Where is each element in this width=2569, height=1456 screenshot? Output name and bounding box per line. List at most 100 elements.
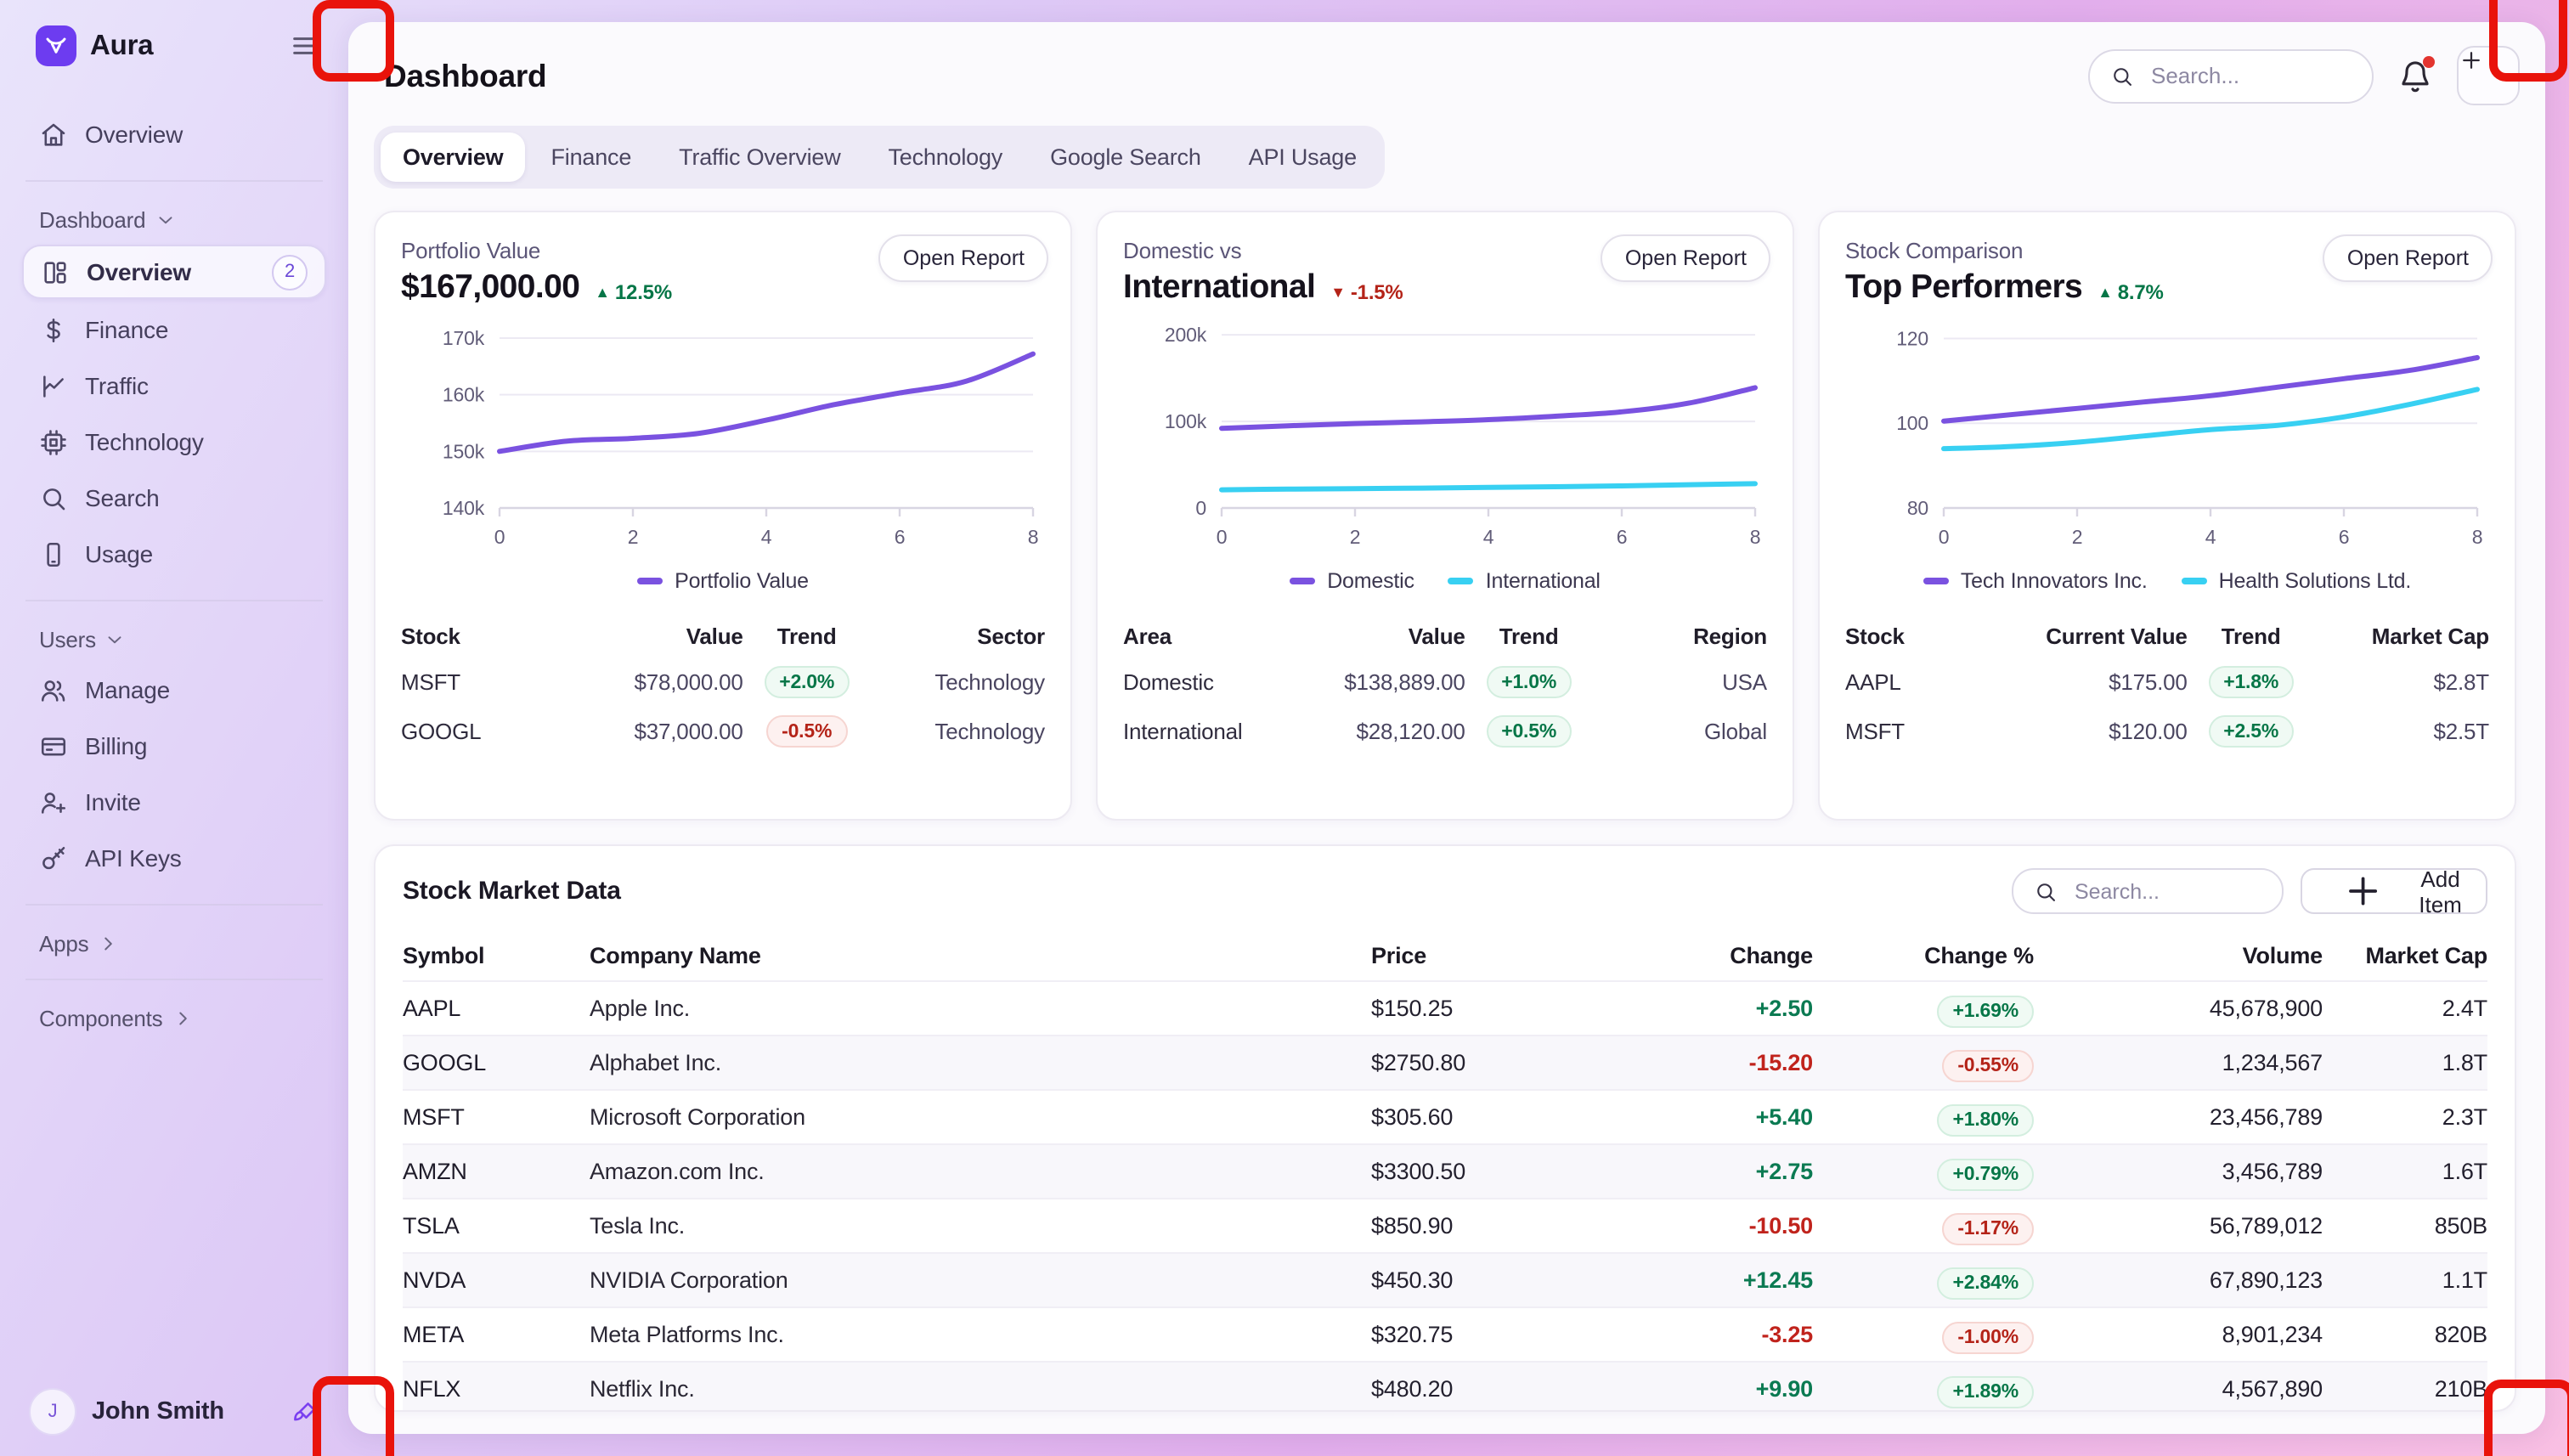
tab-traffic-overview[interactable]: Traffic Overview bbox=[657, 133, 862, 182]
sidebar-item-overview[interactable]: Overview2 bbox=[22, 245, 326, 299]
sidebar-item-finance[interactable]: Finance bbox=[22, 304, 326, 355]
table-row-amzn[interactable]: AMZNAmazon.com Inc.$3300.50+2.75+0.79%3,… bbox=[403, 1143, 2487, 1198]
chart-legend: DomesticInternational bbox=[1123, 569, 1767, 593]
cell-volume: 3,456,789 bbox=[2034, 1145, 2323, 1198]
card-table-header: Sector bbox=[871, 613, 1045, 657]
sidebar-item-overview[interactable]: Overview bbox=[22, 109, 326, 160]
sidebar-item-label: Usage bbox=[85, 540, 153, 567]
open-report-button[interactable]: Open Report bbox=[2323, 234, 2493, 282]
table-row-msft[interactable]: MSFTMicrosoft Corporation$305.60+5.40+1.… bbox=[403, 1089, 2487, 1143]
sidebar-section-dashboard[interactable]: Dashboard bbox=[39, 207, 326, 233]
sidebar-users-nav: ManageBillingInviteAPI Keys bbox=[22, 659, 326, 889]
sidebar-section-components[interactable]: Components bbox=[39, 1006, 326, 1031]
change-pct-pill: +1.69% bbox=[1938, 995, 2034, 1027]
legend-swatch bbox=[2182, 578, 2207, 584]
sidebar-item-search[interactable]: Search bbox=[22, 472, 326, 523]
change-pct-pill: +2.84% bbox=[1938, 1267, 2034, 1299]
sidebar-item-label: Technology bbox=[85, 428, 204, 455]
tab-finance[interactable]: Finance bbox=[529, 133, 654, 182]
legend-label: Health Solutions Ltd. bbox=[2219, 569, 2412, 593]
table-search-input[interactable] bbox=[2071, 878, 2261, 905]
delta-value: 12.5% bbox=[615, 280, 672, 304]
cell-change: -15.20 bbox=[1626, 1036, 1813, 1089]
cell-change: +2.50 bbox=[1626, 982, 1813, 1035]
section-label-text: Components bbox=[39, 1006, 162, 1031]
sidebar-dashboard-nav: Overview2FinanceTraffic Technology Search U… bbox=[22, 240, 326, 584]
svg-text:2: 2 bbox=[1350, 526, 1361, 548]
card-table-header: Stock bbox=[1845, 613, 1986, 657]
table-row-meta[interactable]: METAMeta Platforms Inc.$320.75-3.25-1.00… bbox=[403, 1306, 2487, 1361]
chevron-right-icon bbox=[97, 933, 119, 955]
cell-price: $3300.50 bbox=[1371, 1145, 1626, 1198]
cell-price: $2750.80 bbox=[1371, 1036, 1626, 1089]
user-plus-icon bbox=[39, 787, 68, 816]
tab-overview[interactable]: Overview bbox=[381, 133, 526, 182]
line-chart: 170k160k150k140k02468 bbox=[401, 314, 1045, 566]
trend-pill: +1.0% bbox=[1486, 666, 1572, 698]
section-label-text: Dashboard bbox=[39, 207, 145, 233]
table-search[interactable] bbox=[2012, 868, 2284, 914]
cell-market-cap: 820B bbox=[2323, 1308, 2487, 1361]
table-row-nflx[interactable]: NFLXNetflix Inc.$480.20+9.90+1.89%4,567,… bbox=[403, 1361, 2487, 1412]
cell-volume: 1,234,567 bbox=[2034, 1036, 2323, 1089]
tab-technology[interactable]: Technology bbox=[867, 133, 1025, 182]
line-chart-icon bbox=[39, 371, 68, 400]
sidebar-section-users[interactable]: Users bbox=[39, 627, 326, 652]
column-header-price: Price bbox=[1371, 931, 1626, 980]
open-report-button[interactable]: Open Report bbox=[1601, 234, 1770, 282]
brand-row: Aura bbox=[36, 25, 323, 66]
delta-value: 8.7% bbox=[2118, 280, 2164, 304]
delta-up: ▲ 12.5% bbox=[595, 280, 672, 304]
card-stock-comparison: Stock ComparisonTop Performers▲8.7%Open … bbox=[1818, 211, 2516, 821]
card-table-cell: AAPL bbox=[1845, 657, 1986, 707]
notifications-bell[interactable] bbox=[2397, 57, 2433, 94]
svg-text:2: 2 bbox=[2072, 526, 2083, 548]
svg-text:2: 2 bbox=[628, 526, 639, 548]
card-table-cell: $2.8T bbox=[2315, 657, 2489, 707]
annotation-box-bottom-right bbox=[2484, 1380, 2569, 1456]
sidebar-section-apps[interactable]: Apps bbox=[39, 931, 326, 957]
triangle-up-icon: ▲ bbox=[595, 284, 610, 301]
table-row-nvda[interactable]: NVDANVIDIA Corporation$450.30+12.45+2.84… bbox=[403, 1252, 2487, 1306]
table-row-googl[interactable]: GOOGLAlphabet Inc.$2750.80-15.20-0.55%1,… bbox=[403, 1035, 2487, 1089]
delta-down: ▼-1.5% bbox=[1330, 280, 1403, 304]
chevron-down-icon bbox=[104, 629, 127, 651]
tab-api-usage[interactable]: API Usage bbox=[1227, 133, 1379, 182]
sidebar-item-usage[interactable]: Usage bbox=[22, 528, 326, 579]
sidebar-item-manage[interactable]: Manage bbox=[22, 664, 326, 715]
sidebar-item-api-keys[interactable]: API Keys bbox=[22, 832, 326, 883]
card-table-cell: $28,120.00 bbox=[1264, 707, 1465, 756]
trend-pill: +2.0% bbox=[764, 666, 850, 698]
svg-text:120: 120 bbox=[1896, 327, 1928, 349]
cell-price: $150.25 bbox=[1371, 982, 1626, 1035]
svg-text:0: 0 bbox=[1217, 526, 1228, 548]
sidebar-item-traffic[interactable]: Traffic bbox=[22, 360, 326, 411]
open-report-button[interactable]: Open Report bbox=[879, 234, 1048, 282]
cell-symbol: AAPL bbox=[403, 982, 590, 1035]
cards-row: Portfolio Value$167,000.00▲12.5%Open Rep… bbox=[374, 211, 2516, 821]
table-row-aapl[interactable]: AAPLApple Inc.$150.25+2.50+1.69%45,678,9… bbox=[403, 980, 2487, 1035]
card-table: StockValueTrendSectorMSFT$78,000.00+2.0%… bbox=[401, 613, 1045, 756]
dollar-icon bbox=[39, 315, 68, 344]
add-item-button[interactable]: Add Item bbox=[2301, 868, 2487, 914]
column-header-symbol: Symbol bbox=[403, 931, 590, 980]
change-pct-pill: +1.80% bbox=[1938, 1103, 2034, 1136]
svg-text:0: 0 bbox=[494, 526, 505, 548]
card-table-cell: +2.5% bbox=[2188, 707, 2315, 756]
card-table-header: Value bbox=[542, 613, 743, 657]
table-row-tsla[interactable]: TSLATesla Inc.$850.90-10.50-1.17%56,789,… bbox=[403, 1198, 2487, 1252]
user-profile[interactable]: J John Smith bbox=[22, 1388, 326, 1436]
tab-google-search[interactable]: Google Search bbox=[1028, 133, 1223, 182]
global-search[interactable] bbox=[2088, 48, 2374, 103]
line-chart: 200k100k002468 bbox=[1123, 314, 1767, 566]
cell-market-cap: 2.3T bbox=[2323, 1091, 2487, 1143]
add-item-label: Add Item bbox=[2415, 866, 2465, 917]
search-input[interactable] bbox=[2148, 61, 2352, 90]
cell-symbol: AMZN bbox=[403, 1145, 590, 1198]
cell-change-pct: +1.89% bbox=[1813, 1363, 2034, 1412]
sidebar-item-invite[interactable]: Invite bbox=[22, 776, 326, 827]
triangle-up-icon: ▲ bbox=[2098, 284, 2113, 301]
sidebar-item-technology[interactable]: Technology bbox=[22, 416, 326, 467]
credit-card-icon bbox=[39, 731, 68, 760]
sidebar-item-billing[interactable]: Billing bbox=[22, 720, 326, 771]
